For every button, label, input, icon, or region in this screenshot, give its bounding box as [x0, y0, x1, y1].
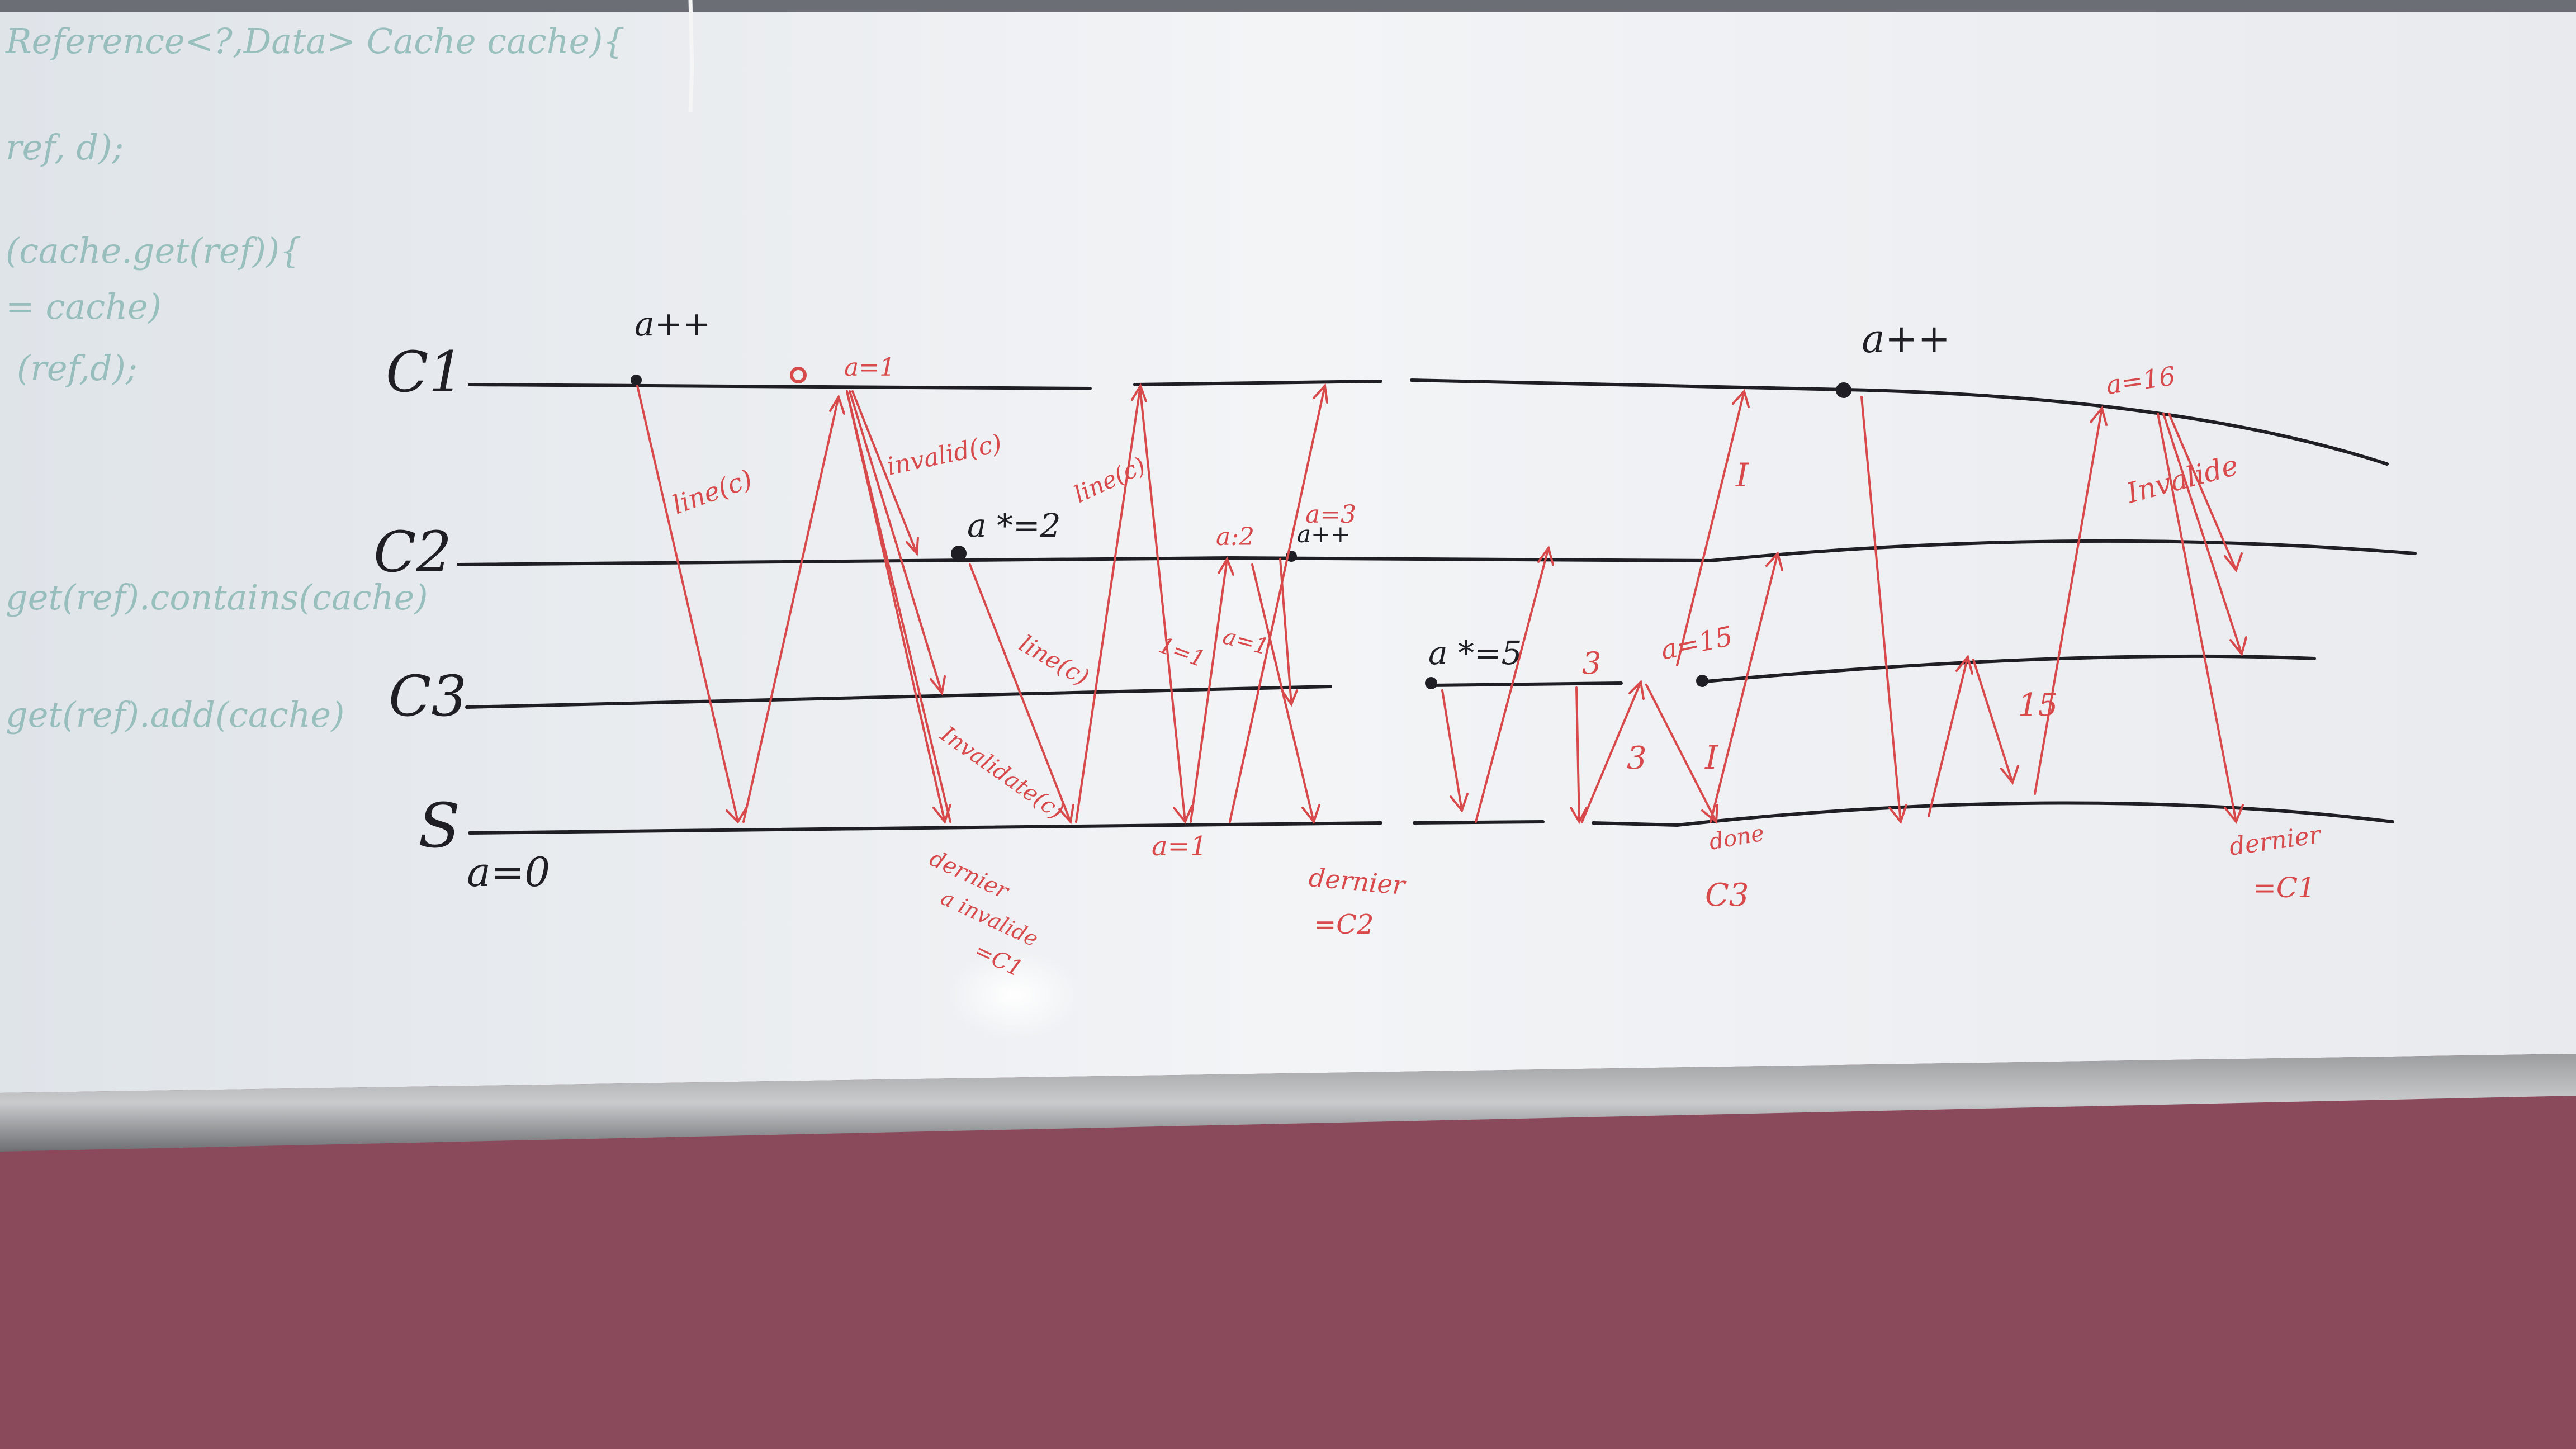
process-label-s: S	[418, 790, 460, 861]
event-dot	[1696, 675, 1708, 687]
process-label-c3: C3	[389, 664, 467, 729]
msg-arrow	[1972, 659, 2019, 785]
faded-code-line: (cache.get(ref)){	[6, 230, 302, 271]
red-note: a=1	[844, 353, 895, 382]
event-dot	[1425, 677, 1437, 689]
msg-arrow	[1075, 383, 1147, 823]
msg-arrow	[1581, 679, 1645, 823]
note-c1-inc-2: a++	[1862, 316, 1950, 362]
red-note: 3	[1582, 646, 1601, 681]
msg-arrow	[1676, 389, 1750, 666]
note-c2-write: a *=2	[967, 506, 1061, 544]
msg-arrow	[1710, 551, 1783, 823]
red-note: =C1	[2253, 872, 2315, 904]
hanging-string	[688, 0, 694, 112]
faded-code-line: = cache)	[6, 286, 162, 327]
msg-arrow	[2162, 413, 2247, 657]
faded-code-line: (ref,d);	[17, 348, 138, 389]
note-c1-inc-1: a++	[634, 305, 711, 344]
whiteboard	[0, 0, 2576, 1093]
red-note: 3	[1627, 740, 1647, 776]
event-dot	[631, 375, 642, 386]
msg-arrow	[1139, 390, 1193, 824]
msg-arrow	[636, 385, 747, 824]
red-note: =C2	[1314, 909, 1374, 940]
faded-code-line: get(ref).add(cache)	[6, 694, 344, 735]
message-arrows	[636, 383, 2247, 825]
light-glare	[948, 950, 1082, 1040]
marker-tray	[0, 1054, 2576, 1152]
red-note: I	[1735, 456, 1749, 494]
initial-value: a=0	[467, 849, 550, 896]
timeline-c1	[468, 378, 2389, 466]
timelines	[457, 378, 2417, 835]
faded-code-line: ref, d);	[6, 127, 124, 168]
msg-arrow	[742, 394, 845, 823]
faded-code-line: get(ref).contains(cache)	[6, 577, 428, 618]
msg-arrow	[1441, 689, 1469, 813]
note-c3-write: a *=5	[1428, 634, 1522, 672]
msg-arrow	[1928, 654, 1973, 817]
event-dots	[631, 367, 1852, 689]
timeline-c2	[457, 539, 2417, 566]
red-note: a=1	[1152, 831, 1207, 862]
msg-arrow	[846, 390, 951, 823]
red-note: a=3	[1305, 500, 1356, 529]
timeline-s	[468, 801, 2394, 835]
process-label-c2: C2	[373, 519, 452, 585]
event-dot	[1836, 382, 1852, 398]
msg-arrow	[1570, 686, 1588, 825]
event-dot	[951, 546, 967, 561]
msg-arrow	[2168, 413, 2243, 573]
msg-arrow	[849, 390, 946, 696]
msg-arrow	[969, 564, 1074, 825]
timeline-c3	[465, 654, 2316, 709]
process-label-c1: C1	[386, 339, 464, 405]
black-labels: C1 C2 C3 S a=0 a++ a *=2 a++ a *=5 a++	[373, 305, 1950, 896]
msg-arrow	[1190, 556, 1234, 823]
msg-arrow	[851, 390, 919, 556]
red-note: C3	[1705, 877, 1749, 913]
faded-code: Reference<?,Data> Cache cache){ ref, d);…	[5, 21, 625, 735]
msg-arrow	[1279, 558, 1298, 707]
msg-arrow	[1229, 383, 1328, 823]
red-note: I	[1704, 738, 1718, 776]
red-note: a:2	[1216, 523, 1254, 551]
msg-arrow	[1475, 545, 1554, 823]
msg-arrow	[1860, 396, 1907, 825]
faded-code-line: Reference<?,Data> Cache cache){	[5, 21, 625, 61]
board-top-rail	[0, 0, 2576, 12]
msg-arrow	[1645, 684, 1718, 824]
red-note: 15	[2018, 687, 2058, 723]
event-dot	[790, 367, 807, 383]
msg-arrow	[2157, 413, 2244, 824]
note-c2-inc: a++	[1297, 520, 1350, 548]
msg-arrow	[2034, 405, 2108, 795]
